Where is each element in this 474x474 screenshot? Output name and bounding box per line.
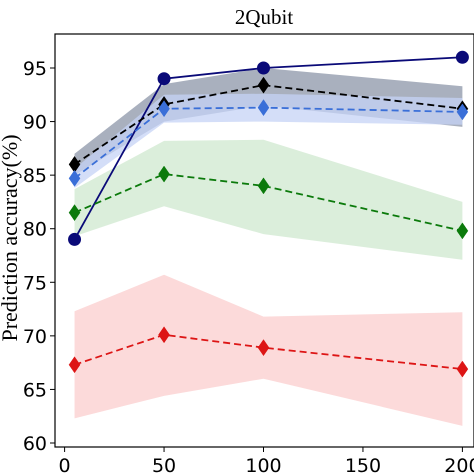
series-4-line xyxy=(74,333,463,370)
y-tick-label: 90 xyxy=(23,112,47,134)
y-tick-label: 75 xyxy=(23,272,47,294)
x-tick-label: 0 xyxy=(59,455,71,474)
series-4-point xyxy=(68,356,81,374)
series-1-line xyxy=(74,84,463,166)
series-3-band xyxy=(74,139,463,260)
series-3-point xyxy=(68,204,81,222)
series-3-point xyxy=(456,222,469,240)
x-tick-label: 50 xyxy=(152,455,176,474)
y-axis-label: Prediction accuracy(%) xyxy=(0,134,22,341)
y-tick-label: 65 xyxy=(23,379,47,401)
series-2-point xyxy=(68,169,81,187)
y-tick-label: 85 xyxy=(23,165,47,187)
series-2-band xyxy=(74,93,463,188)
y-tick-label: 95 xyxy=(23,58,47,80)
series-3-line xyxy=(74,173,463,232)
series-2-point xyxy=(158,100,170,118)
plot-frame xyxy=(54,33,474,448)
series-2-line xyxy=(73,106,463,180)
series-4-band xyxy=(74,274,463,426)
series-4-point xyxy=(158,326,170,344)
series-3-point xyxy=(158,165,170,183)
series-0-point xyxy=(455,50,469,64)
series-0-point xyxy=(157,72,171,86)
series-2-point xyxy=(257,99,270,117)
x-tick-label: 100 xyxy=(245,455,281,474)
series-0-line xyxy=(73,56,463,240)
y-tick-label: 70 xyxy=(23,326,47,348)
y-tick-label: 80 xyxy=(23,219,47,241)
series-4-point xyxy=(456,360,469,378)
x-tick-label: 150 xyxy=(345,455,381,474)
y-tick-label: 60 xyxy=(23,433,47,455)
chart-title: 2Qubit xyxy=(235,5,294,29)
series-3-point xyxy=(257,177,270,195)
x-tick-label: 200 xyxy=(444,455,474,474)
series-markers xyxy=(68,50,469,378)
series-0-point xyxy=(68,232,82,246)
x-axis-ticks: 0 50 100 150 200 xyxy=(59,447,474,474)
series-0-point xyxy=(257,61,270,75)
series-4-point xyxy=(257,339,270,357)
series-lines xyxy=(73,56,463,370)
series-1-point xyxy=(257,76,270,94)
y-axis-ticks: 60 65 70 75 80 85 90 95 xyxy=(23,58,55,455)
series-2-point xyxy=(456,103,469,121)
confidence-bands xyxy=(74,68,463,426)
